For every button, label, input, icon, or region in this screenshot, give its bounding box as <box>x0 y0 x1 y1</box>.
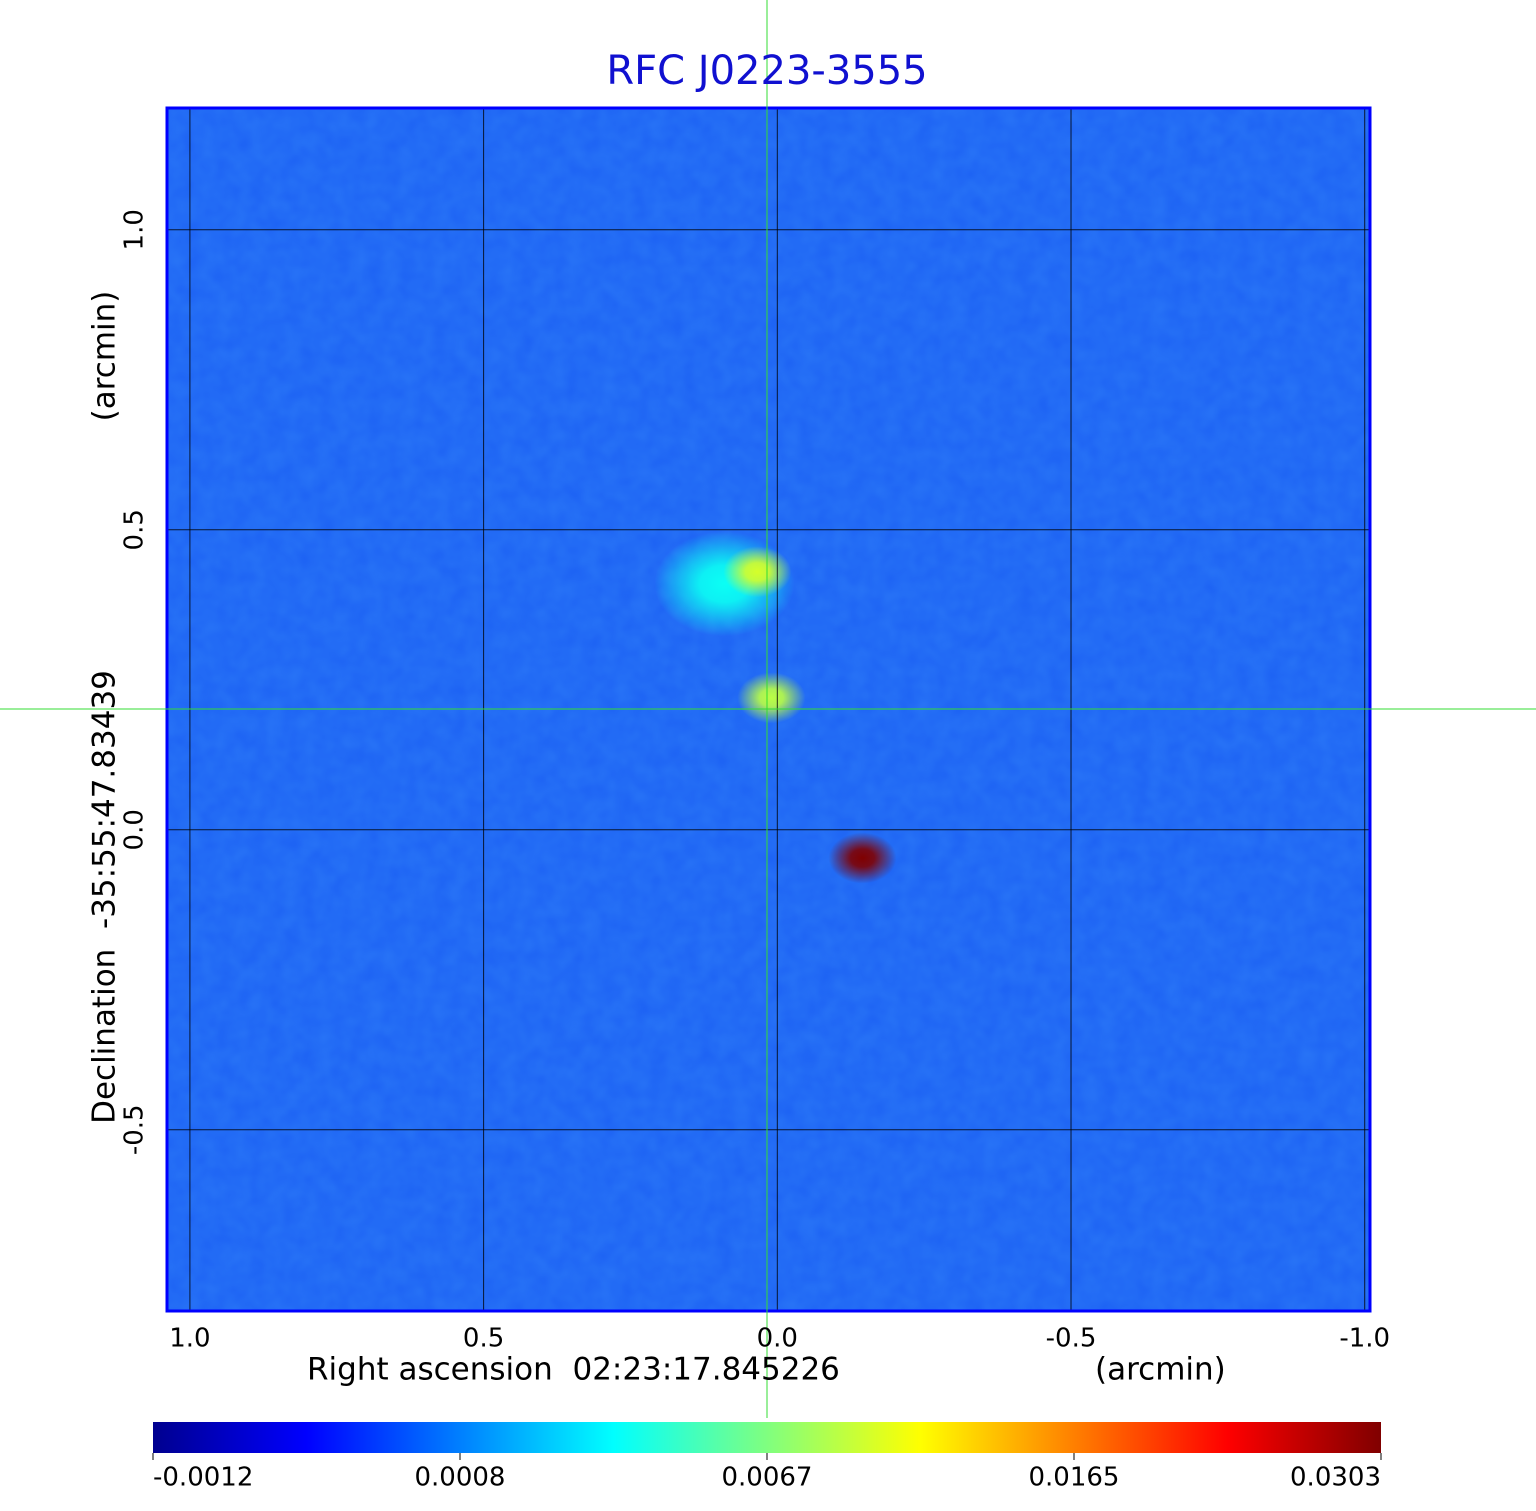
colorbar-tick-label: 0.0067 <box>722 1463 813 1493</box>
chart-title: RFC J0223-3555 <box>606 48 927 94</box>
x-tick-label: 1.0 <box>169 1324 210 1354</box>
x-axis-unit: (arcmin) <box>1095 1352 1226 1388</box>
x-tick-label: 0.0 <box>757 1324 798 1354</box>
x-tick-label: -0.5 <box>1046 1324 1097 1354</box>
x-tick-label: 0.5 <box>463 1324 504 1354</box>
colorbar-tick-label: 0.0165 <box>1029 1463 1120 1493</box>
y-tick-label: 0.5 <box>120 509 150 550</box>
source <box>737 672 806 724</box>
colorbar-tick-label: -0.0012 <box>153 1463 253 1493</box>
source <box>828 832 897 884</box>
y-axis-label: Declination -35:55:47.83439 <box>87 670 123 1124</box>
colorbar-tick-label: 0.0008 <box>415 1463 506 1493</box>
y-tick-label: 0.0 <box>120 809 150 850</box>
colorbar-tick-label: 0.0303 <box>1290 1463 1381 1493</box>
colorbar <box>153 1422 1381 1453</box>
x-axis-label: Right ascension 02:23:17.845226 <box>307 1352 840 1388</box>
x-tick-label: -1.0 <box>1339 1324 1390 1354</box>
source <box>723 546 792 598</box>
y-axis-unit: (arcmin) <box>87 291 123 422</box>
y-tick-label: 1.0 <box>120 209 150 250</box>
y-tick-label: -0.5 <box>120 1104 150 1155</box>
